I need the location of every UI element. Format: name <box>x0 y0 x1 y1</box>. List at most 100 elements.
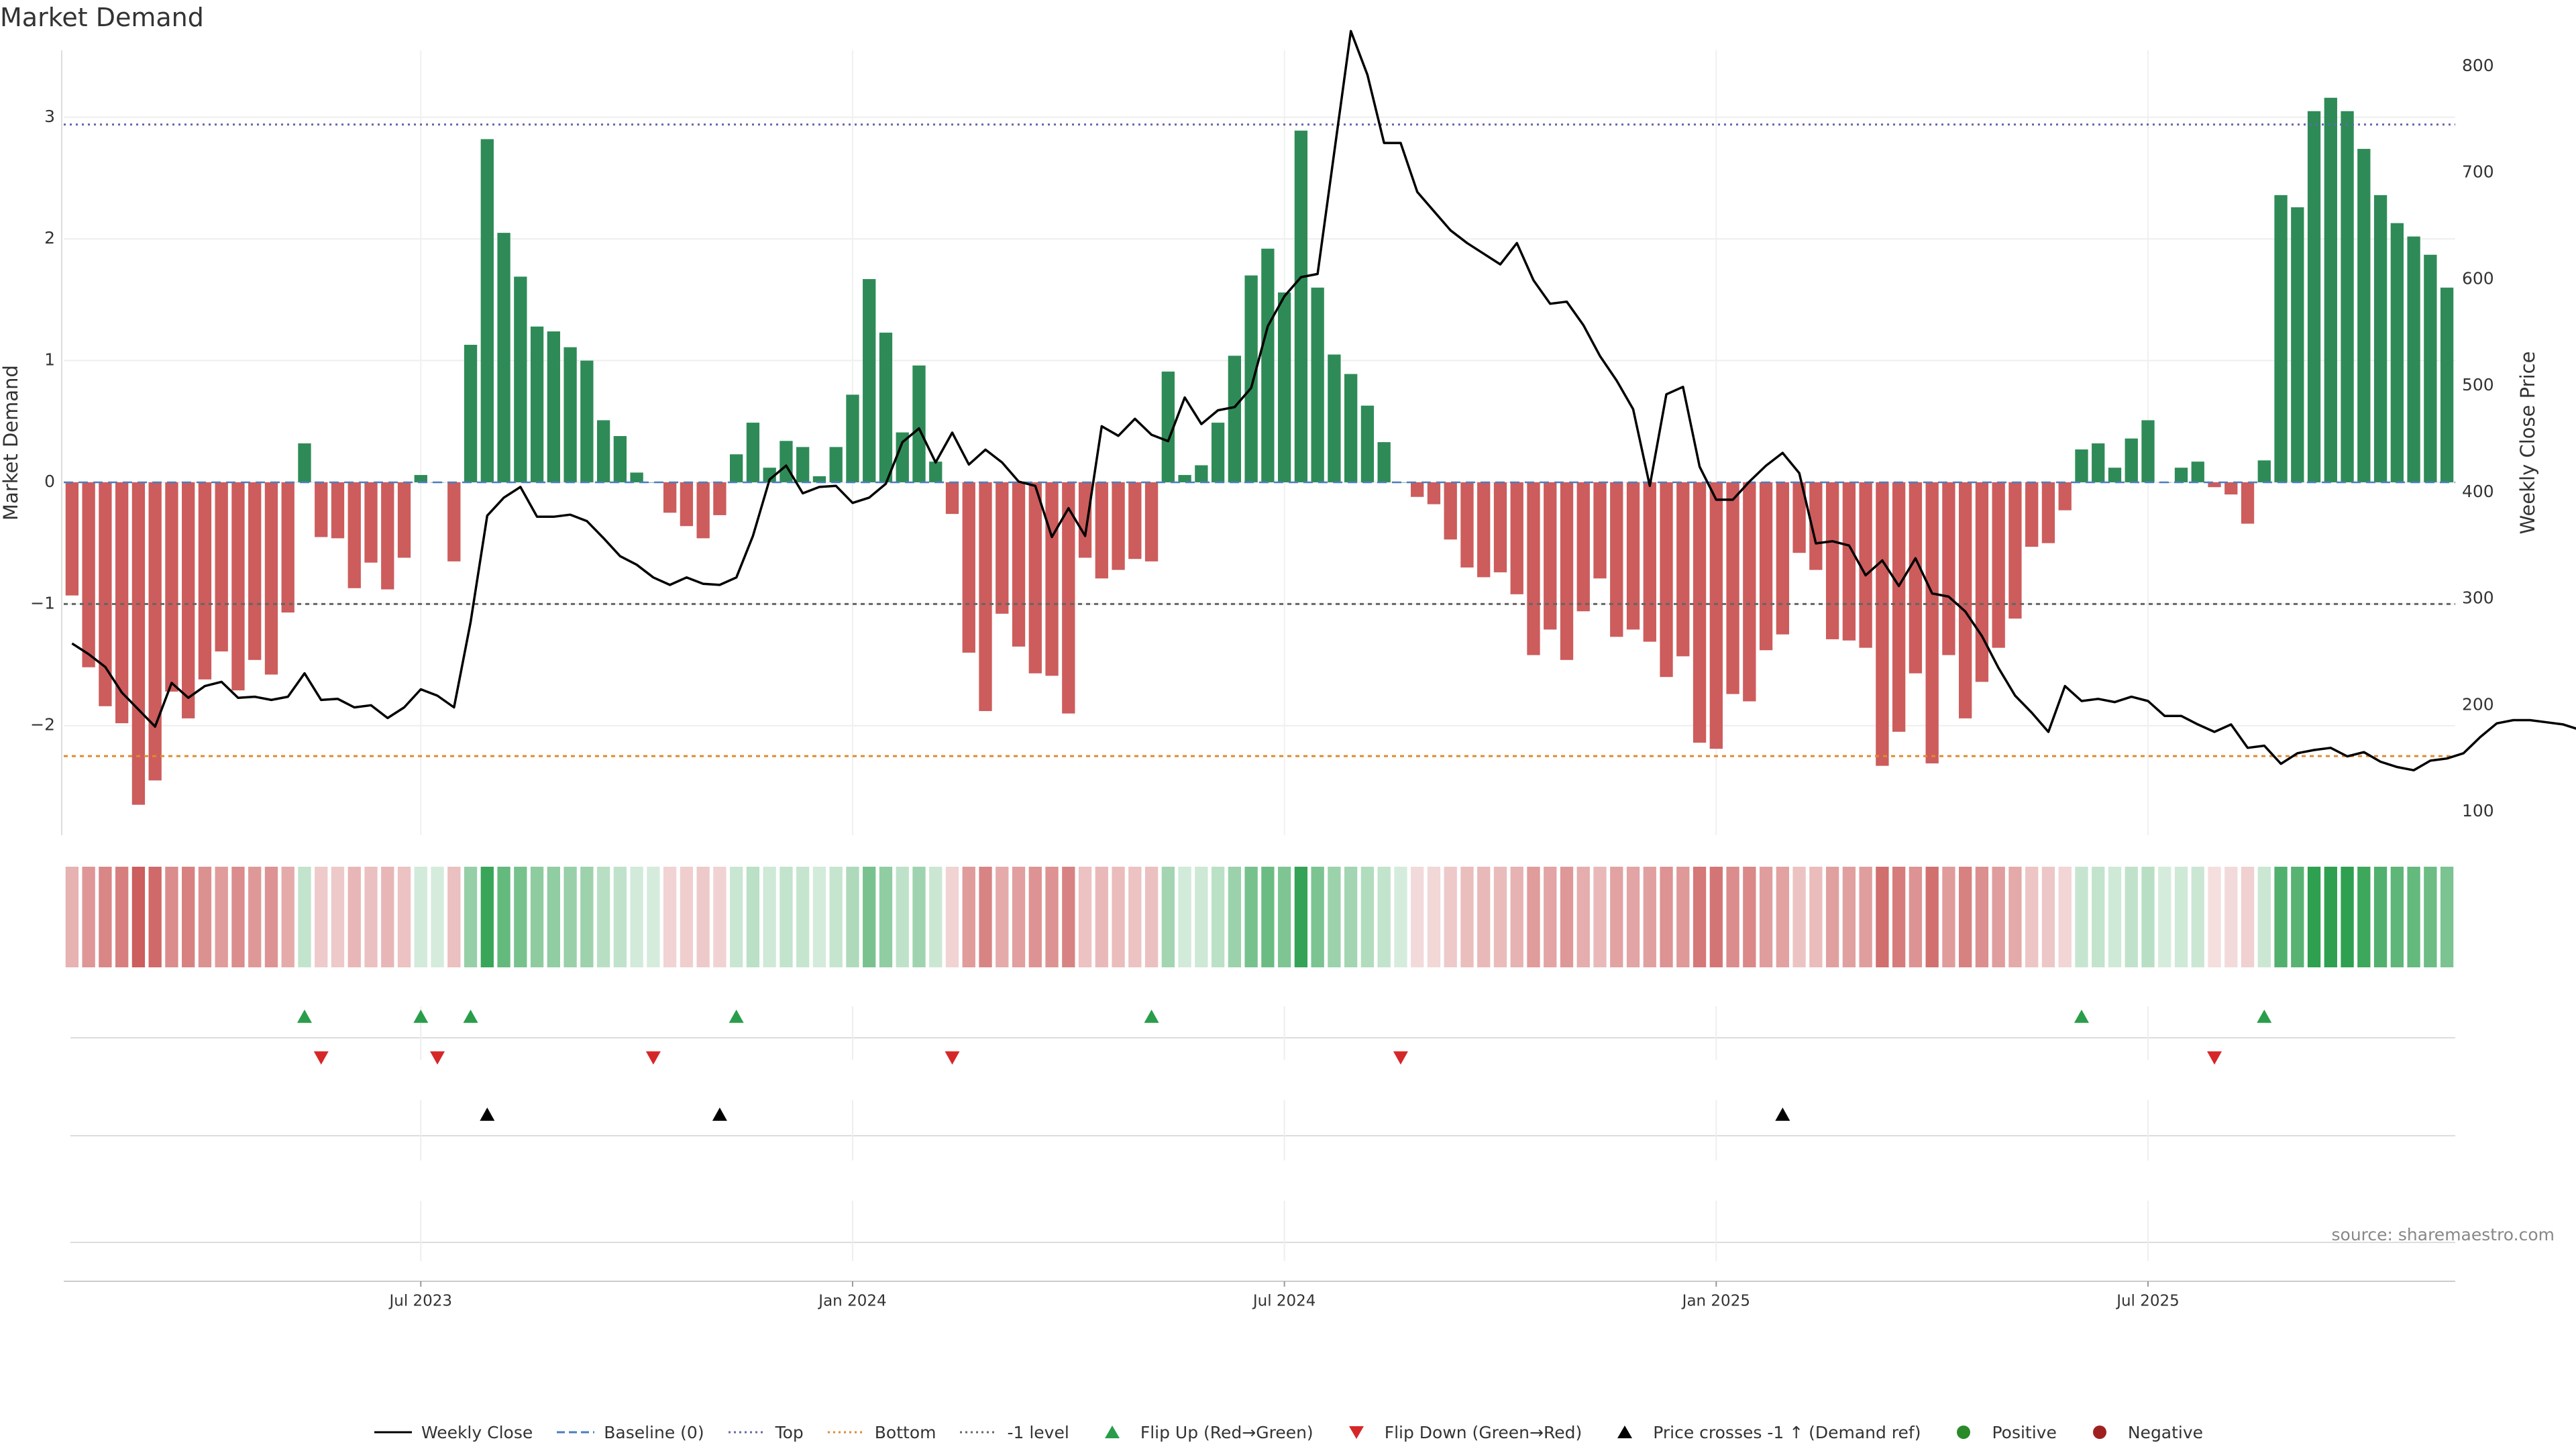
heat-strip-cell <box>896 867 909 967</box>
heat-strip-cell <box>1244 867 1258 967</box>
heat-strip-cell <box>1128 867 1142 967</box>
demand-bar-negative <box>996 482 1009 614</box>
heat-strip-cell <box>131 867 146 967</box>
heat-strip-cell <box>613 867 627 967</box>
demand-bar-positive <box>1195 465 1208 482</box>
demand-bar-negative <box>1095 482 1108 579</box>
demand-bar-positive <box>1328 354 1341 482</box>
heat-strip-cell <box>547 867 560 967</box>
demand-bar-positive <box>746 423 760 482</box>
heat-strip-cell <box>1709 867 1723 967</box>
legend-item: Flip Up (Red→Green) <box>1092 1422 1313 1442</box>
demand-bar-positive <box>2307 111 2321 482</box>
y2-tick-label: 200 <box>2462 694 2494 714</box>
heat-strip-cell <box>1178 867 1191 967</box>
heat-strip-cell <box>1277 867 1291 967</box>
chart-legend: Weekly Close Baseline (0) Top Bottom -1 leve… <box>0 1422 2576 1442</box>
heat-strip-cell <box>996 867 1009 967</box>
legend-item: Flip Down (Green→Red) <box>1336 1422 1582 1442</box>
y-tick-label: 2 <box>44 228 55 248</box>
heat-strip-cell <box>1527 867 1540 967</box>
legend-swatch <box>827 1431 865 1434</box>
demand-bar-negative <box>2224 482 2238 495</box>
heat-strip-cell <box>2324 867 2337 967</box>
y-tick-label: 1 <box>44 350 55 370</box>
demand-bar-negative <box>1959 482 1972 718</box>
demand-bar-negative <box>1477 482 1491 578</box>
demand-bar-positive <box>2191 462 2204 482</box>
demand-bar-negative <box>1942 482 1955 655</box>
demand-bar-positive <box>846 394 859 482</box>
demand-bar-negative <box>215 482 228 652</box>
demand-bar-positive <box>1360 405 1375 482</box>
demand-bar-positive <box>464 344 478 482</box>
legend-swatch <box>1348 1426 1364 1439</box>
heat-strip-cell <box>763 867 776 967</box>
heat-strip-cell <box>2407 867 2420 967</box>
legend-swatch <box>1957 1426 1971 1439</box>
legend-label: Bottom <box>874 1422 936 1442</box>
heat-strip-cell <box>264 867 278 967</box>
legend-label: Negative <box>2127 1422 2204 1442</box>
demand-bar-negative <box>1444 482 1457 540</box>
flip-up-marker <box>729 1010 744 1023</box>
demand-bar-negative <box>713 482 727 515</box>
heat-strip-cell <box>1444 867 1457 967</box>
heat-strip-cell <box>347 867 361 967</box>
heat-strip-cell <box>929 867 943 967</box>
heat-strip-cell <box>2174 867 2188 967</box>
demand-bar-negative <box>1062 482 1075 714</box>
heat-strip-cell <box>364 867 378 967</box>
price-cross-marker <box>712 1108 727 1121</box>
heat-strip-cell <box>2008 867 2022 967</box>
flip-down-marker <box>645 1051 661 1065</box>
demand-bar-negative <box>248 482 262 660</box>
y2-tick-label: 500 <box>2462 375 2494 394</box>
legend-swatch <box>557 1431 595 1434</box>
demand-bar-positive <box>480 139 494 482</box>
source-label: source: sharemaestro.com <box>2331 1225 2555 1244</box>
legend-label: Baseline (0) <box>604 1422 704 1442</box>
demand-bar-negative <box>1144 482 1159 561</box>
demand-bar-positive <box>564 347 577 482</box>
demand-bar-negative <box>1743 482 1756 702</box>
demand-bar-negative <box>1427 482 1441 504</box>
demand-bar-positive <box>2424 254 2437 482</box>
heat-strip-cell <box>780 867 793 967</box>
flip-up-marker <box>413 1010 429 1023</box>
heat-strip-cell <box>2191 867 2204 967</box>
demand-bar-negative <box>1909 482 1923 674</box>
heat-strip-cell <box>165 867 178 967</box>
heat-strip-cell <box>647 867 660 967</box>
demand-bar-negative <box>1759 482 1773 651</box>
legend-item: Baseline (0) <box>555 1422 704 1442</box>
demand-bar-positive <box>863 279 876 482</box>
demand-bar-negative <box>2208 482 2221 488</box>
demand-bar-positive <box>1261 248 1275 482</box>
heat-strip-cell <box>1759 867 1773 967</box>
demand-bar-negative <box>364 482 378 563</box>
heat-strip-cell <box>1344 867 1358 967</box>
x-tick-label: Jul 2025 <box>2115 1293 2180 1310</box>
x-tick-label: Jan 2025 <box>1681 1293 1750 1310</box>
heat-strip-cell <box>2307 867 2321 967</box>
demand-bar-positive <box>530 326 544 482</box>
demand-bar-positive <box>1244 275 1258 482</box>
heat-strip-cell <box>1360 867 1375 967</box>
flip-down-marker <box>2207 1051 2222 1065</box>
demand-bar-positive <box>2373 195 2387 482</box>
heat-strip-cell <box>746 867 760 967</box>
demand-bar-positive <box>2257 460 2271 482</box>
demand-bar-positive <box>1311 287 1324 482</box>
heat-strip-cell <box>315 867 328 967</box>
heat-strip-cell <box>1992 867 2005 967</box>
demand-bar-positive <box>2390 223 2404 482</box>
demand-bar-negative <box>1859 482 1872 648</box>
heat-strip-cell <box>1942 867 1955 967</box>
heat-strip-cell <box>1510 867 1523 967</box>
heat-strip-cell <box>1825 867 1839 967</box>
heat-strip-cell <box>1045 867 1059 967</box>
demand-bar-negative <box>1493 482 1507 573</box>
demand-bar-positive <box>1211 423 1225 482</box>
demand-bar-negative <box>231 482 245 691</box>
